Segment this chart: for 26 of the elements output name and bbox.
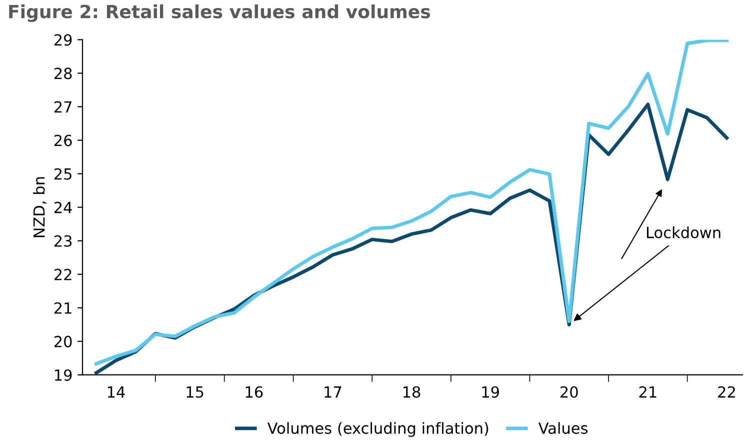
y-tick-label: 29 xyxy=(54,34,72,46)
y-tick-label: 24 xyxy=(54,202,72,214)
x-tick-label: 21 xyxy=(639,386,656,398)
y-tick-label: 26 xyxy=(54,134,72,146)
y-tick-label: 19 xyxy=(55,369,72,381)
legend-label: Volumes (excluding inflation) xyxy=(267,422,488,437)
x-tick-label: 17 xyxy=(324,386,342,398)
y-axis-title: NZD, bn xyxy=(32,177,46,238)
y-tick-label: 22 xyxy=(54,268,72,280)
y-tick-label: 27 xyxy=(54,101,72,113)
annotation: Lockdown xyxy=(647,226,720,238)
x-tick-label: 19 xyxy=(482,386,499,398)
y-tick-label: 21 xyxy=(54,302,72,314)
x-tick-label: 18 xyxy=(403,386,420,398)
y-tick-label: 23 xyxy=(54,235,72,247)
x-tick-label: 20 xyxy=(560,386,578,398)
chart-title: Figure 2: Retail sales values and volumes xyxy=(9,4,430,22)
y-tick-label: 20 xyxy=(54,336,72,348)
x-tick-label: 14 xyxy=(108,386,125,398)
x-tick-label: 15 xyxy=(186,386,204,398)
y-tick-label: 28 xyxy=(54,68,72,80)
line-series xyxy=(94,40,728,366)
legend-label: Values xyxy=(538,422,588,434)
x-tick-label: 16 xyxy=(246,386,263,398)
x-tick-label: 22 xyxy=(718,386,735,398)
y-tick-label: 25 xyxy=(54,168,72,180)
